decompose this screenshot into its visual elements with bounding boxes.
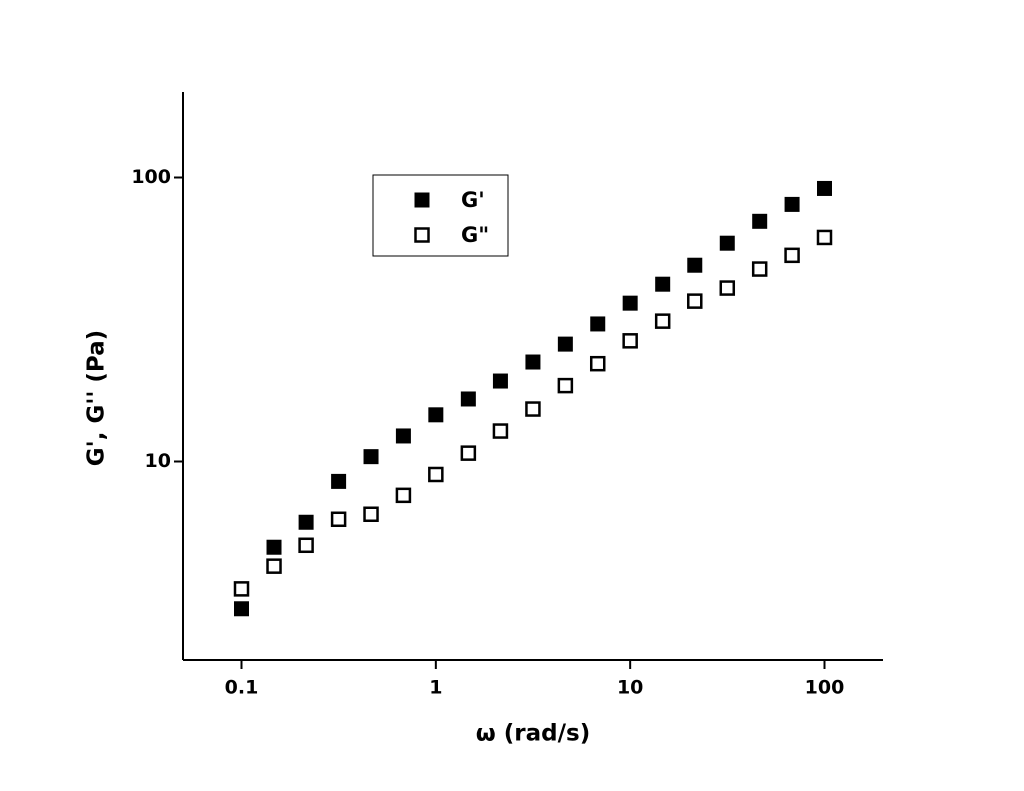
point (363, 449, 379, 465)
point (687, 257, 703, 273)
point (816, 229, 833, 246)
point (460, 391, 476, 407)
point (589, 355, 606, 372)
point (622, 295, 638, 311)
x-tick-label: 1 (429, 677, 442, 699)
y-axis-label: G', G'' (Pa) (84, 330, 110, 466)
point (784, 247, 800, 264)
y-tick-label: 100 (131, 166, 171, 188)
point (525, 354, 541, 370)
x-axis-label: ω (rad/s) (476, 721, 590, 747)
point (525, 401, 541, 417)
point (719, 235, 735, 251)
point (298, 537, 314, 554)
point (460, 445, 477, 461)
point (590, 316, 606, 332)
legend-box (372, 174, 509, 257)
point (234, 601, 250, 617)
x-tick-label: 10 (617, 677, 643, 699)
point (395, 487, 412, 504)
legend-marker (414, 192, 430, 208)
legend-label: G' (461, 188, 485, 212)
point (622, 333, 638, 349)
point (395, 428, 411, 444)
point (719, 280, 736, 296)
point (816, 180, 832, 196)
point (654, 313, 671, 329)
point (331, 473, 347, 489)
point (492, 373, 508, 389)
point (428, 466, 444, 483)
point (784, 196, 800, 212)
point (751, 261, 768, 277)
y-tick-label: 10 (145, 450, 171, 472)
point (557, 377, 574, 394)
point (298, 514, 314, 530)
point (233, 581, 250, 597)
point (266, 558, 282, 574)
x-tick-label: 100 (805, 677, 845, 699)
point (557, 336, 573, 352)
point (687, 293, 703, 309)
point (266, 539, 282, 555)
point (330, 511, 347, 528)
x-tick-label: 0.1 (225, 677, 259, 699)
point (752, 213, 768, 229)
legend-label: G" (461, 223, 489, 247)
point (492, 423, 509, 439)
point (363, 506, 379, 522)
legend-marker (414, 227, 430, 243)
point (655, 276, 671, 292)
point (428, 407, 444, 423)
